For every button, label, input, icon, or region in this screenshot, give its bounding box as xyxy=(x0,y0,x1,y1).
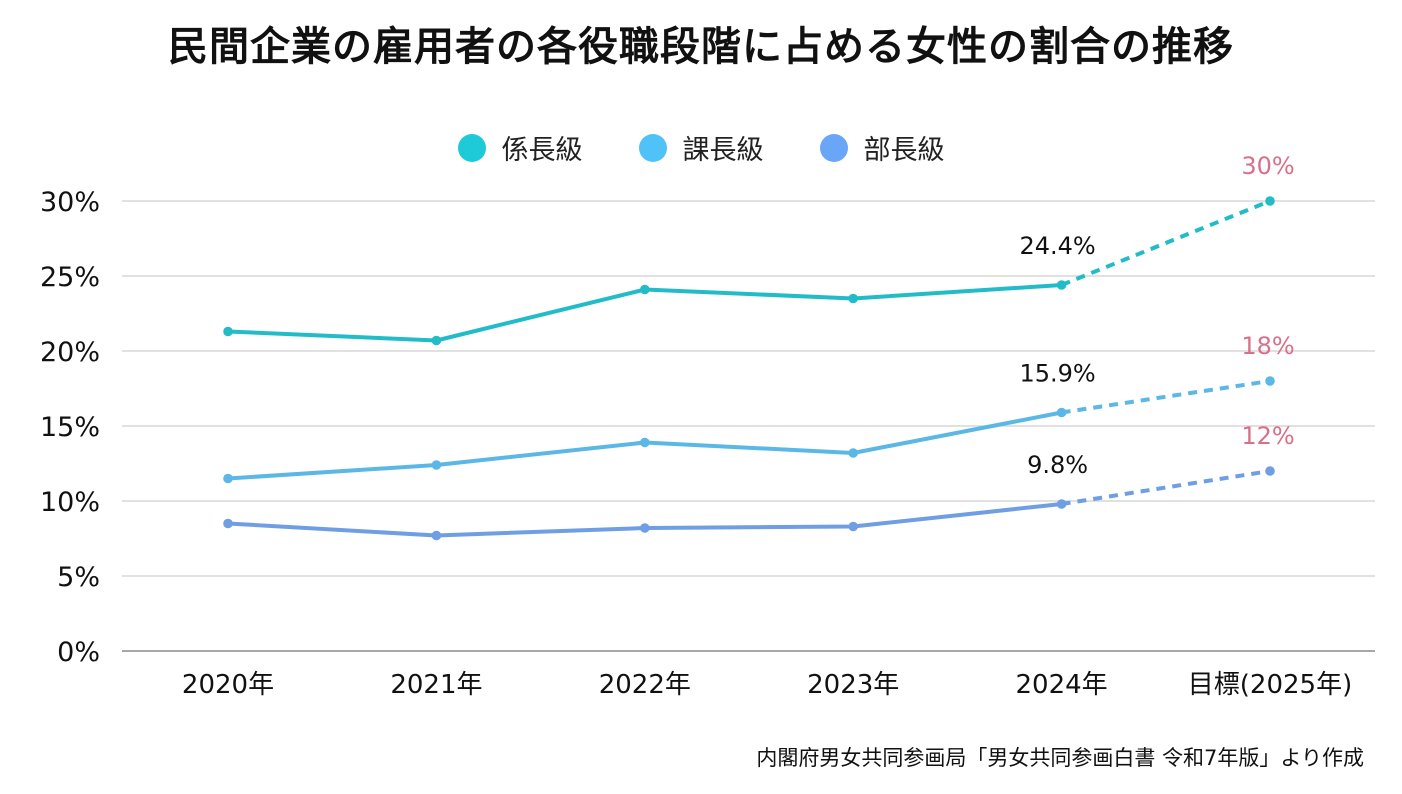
data-point xyxy=(640,523,650,533)
y-tick-label: 20% xyxy=(40,337,100,368)
data-point xyxy=(1265,376,1275,386)
data-point xyxy=(848,293,858,304)
legend: 係長級 課長級 部長級 xyxy=(0,128,1402,167)
x-tick-label: 2022年 xyxy=(599,670,691,700)
data-point xyxy=(640,437,650,448)
legend-marker-icon xyxy=(819,133,848,162)
legend-label: 係長級 xyxy=(501,135,583,166)
legend-item-bucho: 部長級 xyxy=(819,128,945,167)
target-label: 12% xyxy=(1241,422,1294,450)
x-tick-label: 2021年 xyxy=(390,670,482,700)
target-label: 18% xyxy=(1241,332,1294,360)
source-note: 内閣府男女共同参画局「男女共同参画白書 令和7年版」より作成 xyxy=(756,746,1364,770)
x-tick-label: 2023年 xyxy=(807,670,899,700)
legend-marker-icon xyxy=(638,133,667,162)
legend-item-kacho: 課長級 xyxy=(638,128,764,167)
target-dashed-line xyxy=(1060,199,1271,287)
data-point xyxy=(223,473,233,484)
x-tick-label: 2020年 xyxy=(182,670,274,700)
target-dashed-line xyxy=(1061,469,1271,506)
legend-marker-icon xyxy=(457,133,486,162)
series-1: 15.9% 18% xyxy=(223,332,1295,484)
data-point xyxy=(223,326,233,337)
data-point xyxy=(431,335,442,346)
series-0: 24.4% 30% xyxy=(223,152,1295,346)
x-tick-label: 目標(2025年) xyxy=(1188,670,1352,700)
y-tick-label: 30% xyxy=(40,187,100,218)
y-tick-label: 0% xyxy=(57,637,100,668)
data-point xyxy=(1265,196,1275,206)
data-label: 15.9% xyxy=(1019,360,1095,388)
y-tick-label: 10% xyxy=(40,487,100,518)
y-tick-label: 15% xyxy=(40,412,100,443)
data-label: 9.8% xyxy=(1027,451,1088,479)
data-label: 24.4% xyxy=(1019,232,1095,260)
data-point xyxy=(1056,280,1067,290)
target-label: 30% xyxy=(1241,152,1294,180)
legend-label: 部長級 xyxy=(863,135,945,166)
data-point xyxy=(431,460,442,470)
target-dashed-line xyxy=(1061,379,1271,415)
data-point xyxy=(1265,466,1275,476)
chart-title: 民間企業の雇用者の各役職段階に占める女性の割合の推移 xyxy=(168,24,1234,70)
legend-item-kakaricho: 係長級 xyxy=(457,128,583,167)
data-point xyxy=(848,521,858,532)
legend-label: 課長級 xyxy=(682,135,764,166)
y-tick-label: 5% xyxy=(57,562,100,593)
data-point xyxy=(640,284,650,295)
data-point xyxy=(223,518,233,529)
data-point xyxy=(431,530,442,541)
y-tick-label: 25% xyxy=(40,262,100,293)
series-2: 9.8% 12% xyxy=(223,422,1295,541)
data-point xyxy=(1056,407,1067,418)
data-point xyxy=(1056,499,1067,509)
data-point xyxy=(848,448,858,458)
x-tick-label: 2024年 xyxy=(1016,670,1108,700)
